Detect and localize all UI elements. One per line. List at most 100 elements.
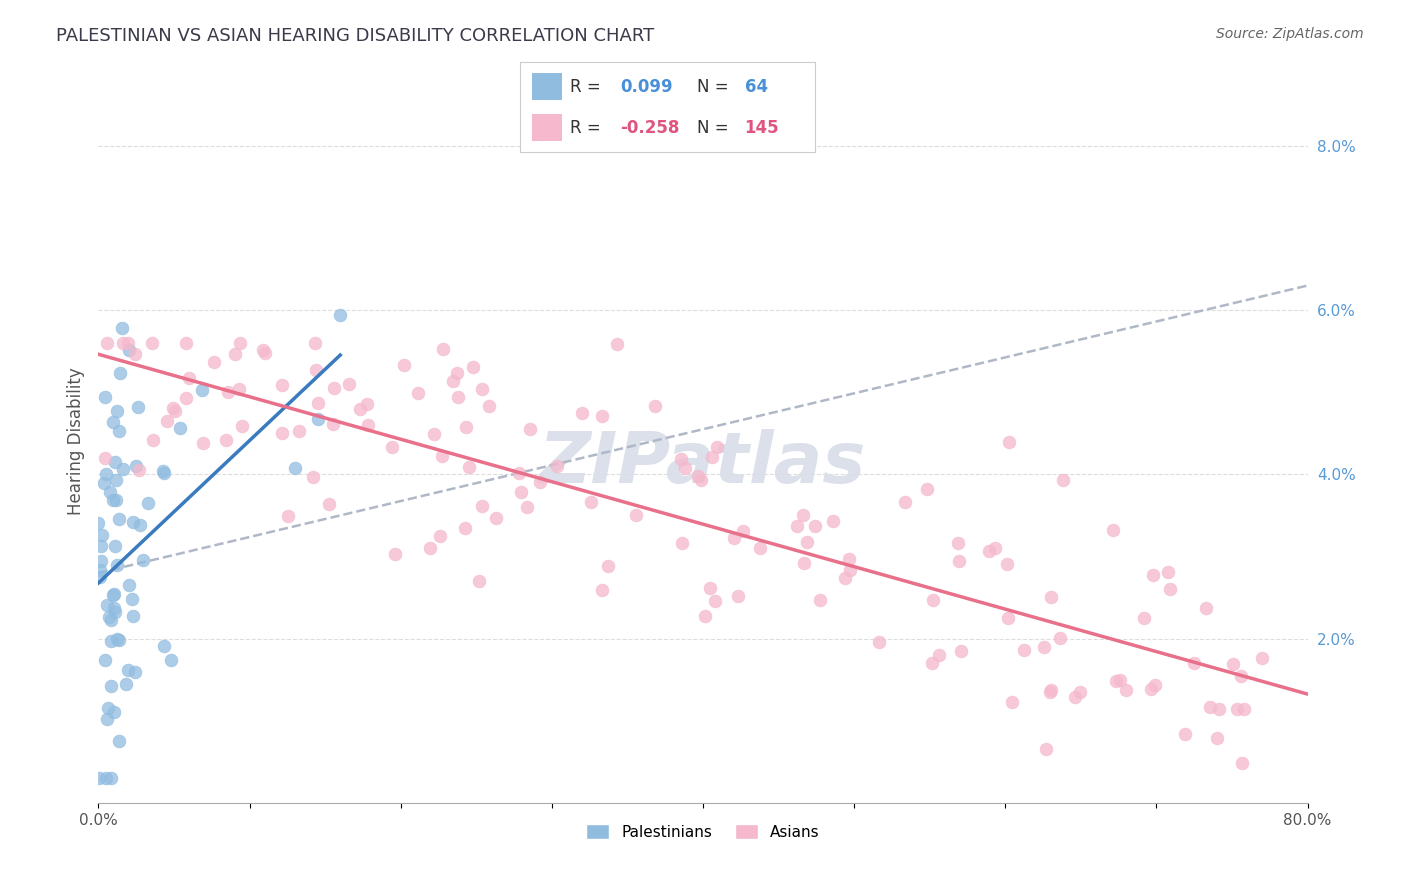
- Point: [1035, 742, 1057, 756]
- Point: [165, 404, 187, 418]
- Text: 145: 145: [745, 119, 779, 136]
- Point: [471, 382, 494, 396]
- Point: [1208, 702, 1230, 716]
- Point: [869, 634, 891, 648]
- Text: R =: R =: [571, 119, 602, 136]
- Point: [834, 571, 856, 585]
- Point: [271, 377, 294, 392]
- Point: [101, 492, 124, 507]
- Point: [471, 499, 494, 513]
- Point: [93, 475, 115, 490]
- Point: [94, 653, 117, 667]
- Point: [128, 518, 150, 533]
- Point: [152, 466, 174, 480]
- Point: [1040, 682, 1063, 697]
- Point: [786, 519, 808, 533]
- Point: [112, 462, 135, 476]
- Point: [803, 518, 825, 533]
- Y-axis label: Hearing Disability: Hearing Disability: [66, 368, 84, 516]
- Point: [468, 574, 491, 589]
- Point: [224, 347, 246, 361]
- Point: [117, 336, 139, 351]
- Point: [432, 343, 454, 357]
- Text: -0.258: -0.258: [620, 119, 681, 136]
- Point: [946, 536, 969, 550]
- Point: [103, 588, 125, 602]
- Point: [1049, 631, 1071, 645]
- Point: [228, 382, 250, 396]
- Point: [454, 521, 477, 535]
- Point: [516, 500, 538, 515]
- Point: [1159, 582, 1181, 596]
- Point: [100, 613, 122, 627]
- Point: [454, 420, 477, 434]
- Point: [103, 601, 125, 615]
- Point: [108, 366, 131, 380]
- Point: [90, 539, 112, 553]
- Point: [191, 383, 214, 397]
- Point: [357, 417, 380, 432]
- Point: [950, 644, 973, 658]
- Point: [591, 582, 613, 597]
- Point: [141, 336, 163, 351]
- Point: [304, 336, 326, 351]
- Point: [124, 665, 146, 680]
- Point: [121, 592, 143, 607]
- Point: [823, 514, 845, 528]
- Point: [1206, 731, 1229, 746]
- Point: [101, 416, 124, 430]
- Point: [105, 493, 128, 508]
- Point: [105, 632, 128, 647]
- Point: [305, 363, 328, 377]
- Point: [301, 470, 323, 484]
- Point: [381, 440, 404, 454]
- Point: [1064, 690, 1087, 705]
- Point: [103, 705, 125, 719]
- Point: [529, 475, 551, 489]
- Point: [229, 336, 252, 351]
- Point: [94, 771, 117, 785]
- Point: [792, 508, 814, 522]
- Point: [87, 771, 110, 785]
- Point: [169, 421, 191, 435]
- Text: R =: R =: [571, 78, 602, 95]
- Text: ZIPatlas: ZIPatlas: [540, 429, 866, 498]
- Point: [1230, 756, 1253, 770]
- Point: [796, 535, 818, 549]
- Point: [1230, 668, 1253, 682]
- Point: [103, 587, 125, 601]
- Text: N =: N =: [697, 78, 728, 95]
- Point: [125, 459, 148, 474]
- Point: [100, 771, 122, 785]
- Point: [1226, 702, 1249, 716]
- Point: [699, 581, 721, 595]
- Point: [100, 679, 122, 693]
- Point: [271, 425, 294, 440]
- Point: [921, 656, 943, 670]
- Point: [1174, 727, 1197, 741]
- Point: [731, 524, 754, 539]
- Text: 64: 64: [745, 78, 768, 95]
- Point: [1069, 685, 1091, 699]
- Point: [104, 474, 127, 488]
- Point: [1233, 702, 1256, 716]
- Point: [1143, 678, 1166, 692]
- Point: [277, 509, 299, 524]
- Point: [1222, 657, 1244, 671]
- Point: [979, 544, 1001, 558]
- Point: [111, 336, 134, 351]
- Point: [105, 403, 128, 417]
- Point: [122, 515, 145, 529]
- Point: [673, 460, 696, 475]
- Point: [214, 433, 236, 447]
- Point: [128, 463, 150, 477]
- Point: [1142, 568, 1164, 582]
- Point: [928, 648, 950, 662]
- Point: [96, 336, 118, 351]
- Point: [97, 610, 120, 624]
- Point: [839, 563, 862, 577]
- Point: [419, 541, 441, 555]
- Point: [318, 497, 340, 511]
- Point: [915, 482, 938, 496]
- Point: [122, 608, 145, 623]
